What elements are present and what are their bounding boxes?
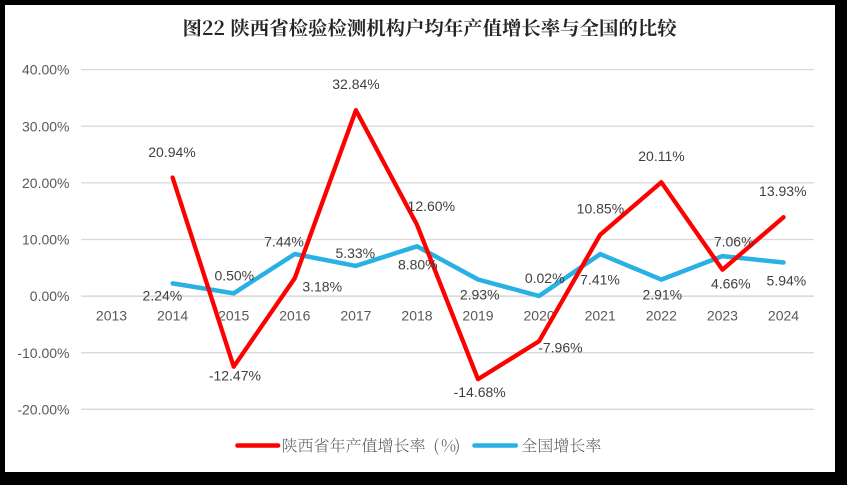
svg-text:2024: 2024 xyxy=(768,308,799,324)
svg-text:2016: 2016 xyxy=(279,308,310,324)
svg-text:40.00%: 40.00% xyxy=(22,62,69,78)
svg-text:20.11%: 20.11% xyxy=(638,148,684,164)
svg-text:2015: 2015 xyxy=(218,308,249,324)
svg-text:32.84%: 32.84% xyxy=(332,76,379,92)
svg-text:8.80%: 8.80% xyxy=(398,256,438,272)
svg-text:2.91%: 2.91% xyxy=(642,287,682,303)
svg-text:7.41%: 7.41% xyxy=(580,272,620,288)
svg-text:7.44%: 7.44% xyxy=(264,234,304,250)
svg-text:4.66%: 4.66% xyxy=(711,276,751,292)
svg-text:2019: 2019 xyxy=(462,308,493,324)
svg-text:-12.47%: -12.47% xyxy=(209,368,261,384)
svg-text:2014: 2014 xyxy=(157,308,188,324)
svg-text:2023: 2023 xyxy=(707,308,738,324)
svg-text:12.60%: 12.60% xyxy=(408,198,455,214)
svg-text:-7.96%: -7.96% xyxy=(538,339,582,355)
svg-text:13.93%: 13.93% xyxy=(759,183,806,199)
svg-text:2.24%: 2.24% xyxy=(143,288,183,304)
svg-text:2017: 2017 xyxy=(340,308,371,324)
svg-text:0.00%: 0.00% xyxy=(30,288,70,304)
svg-text:0.50%: 0.50% xyxy=(214,268,254,284)
svg-text:3.18%: 3.18% xyxy=(302,279,342,295)
svg-text:10.00%: 10.00% xyxy=(22,232,69,248)
svg-text:-14.68%: -14.68% xyxy=(454,384,506,400)
svg-text:2018: 2018 xyxy=(401,308,432,324)
svg-text:7.06%: 7.06% xyxy=(714,234,754,250)
svg-text:20.94%: 20.94% xyxy=(148,144,195,160)
svg-text:2021: 2021 xyxy=(585,308,616,324)
svg-text:20.00%: 20.00% xyxy=(22,175,69,191)
svg-text:30.00%: 30.00% xyxy=(22,118,69,134)
svg-text:2013: 2013 xyxy=(96,308,127,324)
svg-text:0.02%: 0.02% xyxy=(525,270,565,286)
svg-text:2022: 2022 xyxy=(646,308,677,324)
svg-text:-20.00%: -20.00% xyxy=(17,401,69,417)
svg-text:5.94%: 5.94% xyxy=(767,273,807,289)
svg-text:10.85%: 10.85% xyxy=(577,201,624,217)
svg-text:5.33%: 5.33% xyxy=(335,245,375,261)
svg-text:2.93%: 2.93% xyxy=(460,286,500,302)
svg-text:-10.00%: -10.00% xyxy=(17,345,69,361)
svg-text:2020: 2020 xyxy=(524,308,555,324)
